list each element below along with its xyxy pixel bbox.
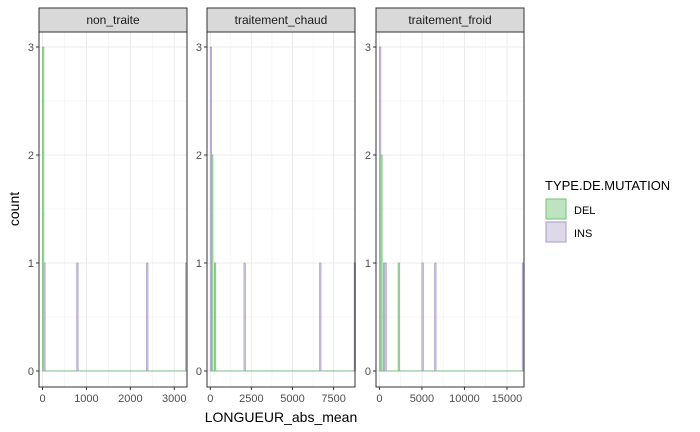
y-tick-label: 0 — [365, 366, 371, 378]
bar-del — [42, 46, 45, 372]
bar-ins — [76, 262, 79, 372]
y-tick-label: 1 — [196, 258, 202, 270]
bar-ins — [43, 262, 46, 372]
bar-ins — [384, 262, 387, 372]
bar-ins — [521, 262, 525, 372]
y-tick-label: 2 — [365, 150, 371, 162]
bar-del — [211, 154, 214, 372]
x-tick-label: 5000 — [410, 393, 434, 405]
x-tick-label: 15000 — [492, 393, 523, 405]
y-tick-label: 2 — [196, 150, 202, 162]
facet-panel-traitement_chaud: traitement_chaud 0 1 2 3 0 2500 5000 7500 — [196, 7, 356, 405]
facet-strip — [38, 7, 188, 33]
x-tick-label: 0 — [207, 393, 213, 405]
facet-strip-label: traitement_froid — [408, 13, 491, 27]
y-axis-title: count — [6, 192, 22, 226]
legend: TYPE.DE.MUTATION DEL INS — [545, 178, 670, 243]
facet-strip-label: non_traite — [86, 13, 140, 27]
y-tick-label: 3 — [365, 42, 371, 54]
x-tick-label: 5000 — [280, 393, 304, 405]
x-tick-label: 0 — [39, 393, 45, 405]
x-tick-label: 2000 — [118, 393, 142, 405]
bar-ins — [421, 262, 424, 372]
x-tick-label: 10000 — [449, 393, 480, 405]
facet-panel-traitement_froid: traitement_froid 0 1 2 3 0 5000 10000 15000 — [365, 7, 525, 405]
y-tick-label: 3 — [28, 42, 34, 54]
legend-label-ins: INS — [574, 228, 592, 240]
x-tick-label: 1000 — [74, 393, 98, 405]
legend-key-ins — [545, 221, 567, 243]
x-tick-label: 0 — [376, 393, 382, 405]
facet-panel-non_traite: non_traite 0 1 2 3 0 1000 2000 3000 — [28, 7, 188, 405]
facet-strip — [206, 7, 356, 33]
x-axis-title: LONGUEUR_abs_mean — [205, 409, 358, 425]
plot-area — [39, 32, 187, 387]
bar-ins — [434, 262, 437, 372]
panel-border — [375, 31, 525, 388]
y-tick-label: 1 — [28, 258, 34, 270]
y-tick-label: 0 — [28, 366, 34, 378]
bar-del — [213, 262, 217, 372]
bar-ins — [146, 262, 149, 372]
legend-title: TYPE.DE.MUTATION — [545, 178, 670, 193]
facet-strip-label: traitement_chaud — [235, 13, 328, 27]
y-tick-label: 3 — [196, 42, 202, 54]
x-tick-label: 3000 — [162, 393, 186, 405]
x-tick-label: 7500 — [321, 393, 345, 405]
bar-del — [380, 154, 383, 372]
panel-border — [206, 31, 356, 388]
x-tick-label: 2500 — [239, 393, 263, 405]
bar-ins — [243, 262, 246, 372]
y-tick-label: 1 — [365, 258, 371, 270]
legend-key-del — [545, 198, 567, 220]
panel-border — [38, 31, 188, 388]
y-tick-label: 0 — [196, 366, 202, 378]
bar-del — [397, 262, 400, 372]
plot-area — [207, 32, 355, 387]
legend-label-del: DEL — [574, 205, 595, 217]
bar-ins — [319, 262, 322, 372]
y-tick-label: 2 — [28, 150, 34, 162]
